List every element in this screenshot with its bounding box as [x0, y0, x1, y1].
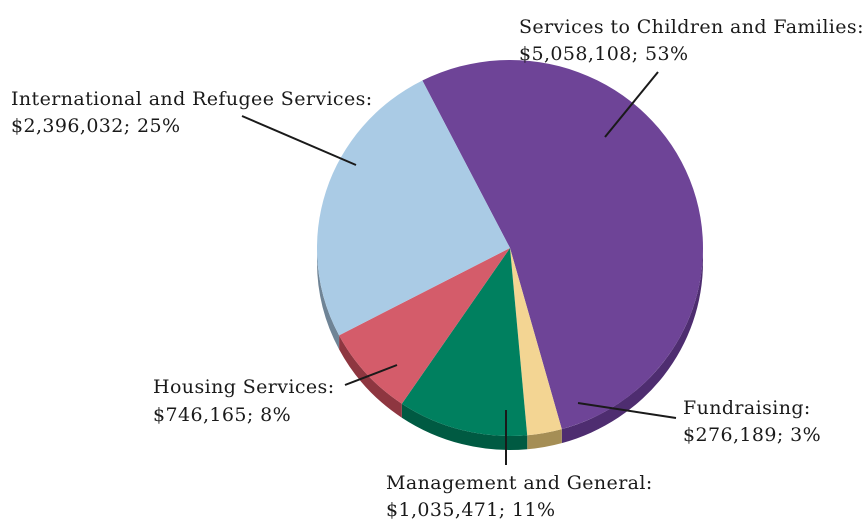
leader-lines [241, 71, 677, 465]
leader-line-housing [344, 364, 398, 386]
leader-line-services-children [604, 71, 659, 138]
value-services-children: $5,058,108; 53% [519, 43, 688, 65]
value-management: $1,035,471; 11% [386, 499, 555, 521]
value-housing: $746,165; 8% [153, 404, 291, 426]
pie-slices [317, 60, 703, 436]
slice-international-and-refugee-services [317, 80, 510, 336]
slice-labels: Services to Children and Families: $5,05… [11, 16, 864, 521]
value-international: $2,396,032; 25% [11, 115, 180, 137]
slice-side-management-and-general [401, 403, 528, 450]
slice-services-to-children-and-families [422, 60, 703, 430]
slice-management-and-general [401, 248, 528, 436]
label-fundraising: Fundraising: [683, 397, 811, 419]
label-housing: Housing Services: [153, 376, 335, 398]
slice-side-fundraising [527, 429, 562, 450]
label-international: International and Refugee Services: [11, 88, 373, 110]
slice-side-housing-services [339, 335, 402, 418]
slice-side-services-to-children-and-families [561, 248, 703, 444]
label-services-children: Services to Children and Families: [519, 16, 864, 38]
value-fundraising: $276,189; 3% [683, 424, 821, 446]
slice-fundraising [510, 248, 562, 436]
label-management: Management and General: [386, 472, 653, 494]
slice-side-international-and-refugee-services [317, 248, 340, 350]
slice-housing-services [339, 248, 510, 404]
leader-line-international [241, 115, 357, 166]
leader-line-fundraising [577, 402, 677, 419]
pie-depth [317, 248, 703, 450]
